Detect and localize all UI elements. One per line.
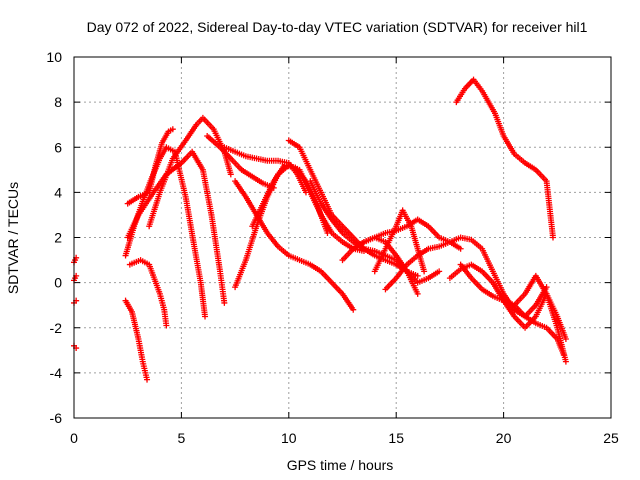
series-s2 [124,126,176,207]
data-point [350,306,357,313]
data-point [457,245,464,252]
data-point [550,234,557,241]
ticks: 0 5 10 15 20 25 -6 -4 -2 0 2 4 6 8 10 [46,49,619,446]
data-point [221,299,228,306]
series-s1 [122,144,209,320]
y-tick-label: -6 [50,410,63,426]
series-s10 [204,132,277,191]
y-tick-label: 2 [54,230,62,246]
series-edge-b [71,272,80,284]
x-tick-label: 0 [70,430,78,446]
data-point [421,268,428,275]
series-s18 [457,261,567,358]
y-tick-label: 10 [46,49,62,65]
x-tick-label: 25 [603,430,619,446]
y-tick-label: 6 [54,139,62,155]
y-tick-label: -4 [50,365,63,381]
chart-title: Day 072 of 2022, Sidereal Day-to-day VTE… [87,19,588,35]
y-tick-label: 4 [54,184,62,200]
x-tick-label: 5 [178,430,186,446]
data-point [436,268,443,275]
series-s20 [511,272,569,343]
data-point [414,290,421,297]
series-s15 [371,207,428,275]
data-point [414,272,421,279]
data-point [324,229,331,236]
series-edge-a [71,254,80,266]
x-tick-label: 15 [388,430,404,446]
series-s3 [126,257,170,329]
series-edge-c [71,297,80,306]
x-tick-label: 20 [496,430,512,446]
x-axis-label: GPS time / hours [287,457,394,473]
data-point [144,376,151,383]
grid [74,57,611,418]
series-s21 [339,234,443,286]
data-point [227,171,234,178]
series-edge-d [71,342,80,352]
data-point [562,358,569,365]
y-axis-label: SDTVAR / TECUs [5,182,21,294]
series-s19 [446,261,569,365]
plot-frame [73,56,612,419]
series-s4 [122,297,151,383]
x-tick-label: 10 [281,430,297,446]
y-tick-label: -2 [50,320,63,336]
data-point [562,336,569,343]
y-tick-label: 0 [54,275,62,291]
series-s12 [285,137,421,279]
series-s17 [453,76,557,241]
series-s5 [124,148,228,306]
data-point [202,313,209,320]
data-point [163,322,170,329]
data-point [169,126,176,133]
data-points [71,76,569,383]
series-s11 [249,162,331,236]
y-tick-label: 8 [54,94,62,110]
